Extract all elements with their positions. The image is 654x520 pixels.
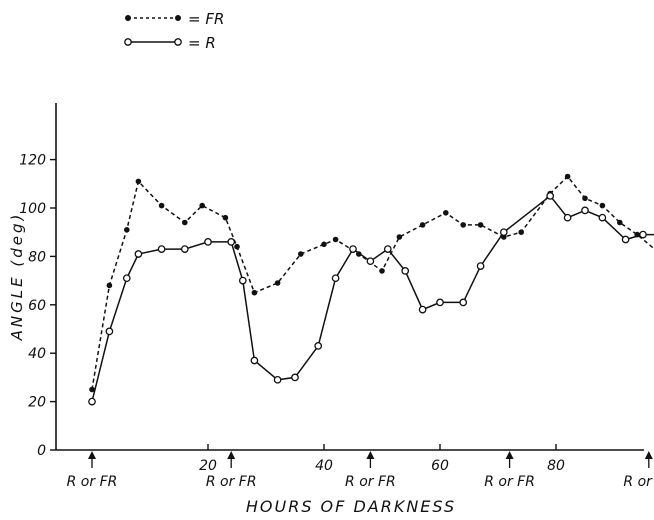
annotation-label: R or FR bbox=[484, 474, 535, 490]
series-r-point bbox=[546, 192, 555, 200]
series-r-point bbox=[401, 267, 410, 275]
series-r-point bbox=[105, 327, 114, 336]
y-tick-label: 20 bbox=[28, 395, 46, 411]
series-r-point bbox=[436, 298, 444, 307]
series-r-point bbox=[563, 213, 572, 222]
y-tick-label: 60 bbox=[28, 298, 46, 314]
x-tick-label: 80 bbox=[547, 458, 565, 474]
series-r-point bbox=[314, 342, 323, 350]
y-axis-label: ANGLE (deg) bbox=[8, 212, 26, 342]
series-fr-point bbox=[251, 289, 258, 296]
series-r-line bbox=[91, 194, 654, 402]
series-fr-point bbox=[617, 219, 623, 226]
series-fr-point bbox=[599, 202, 606, 209]
annotation-arrow-head bbox=[644, 451, 653, 459]
x-axis-label: HOURS OF DARKNESS bbox=[246, 497, 456, 516]
series-r-point bbox=[598, 213, 607, 222]
annotation-label: R or FR bbox=[345, 474, 396, 490]
y-ticks: 0 20 40 60 80 100 120 bbox=[19, 153, 56, 459]
series-r-point bbox=[204, 238, 212, 246]
series-fr-point bbox=[460, 222, 467, 228]
x-tick-label: 60 bbox=[431, 458, 449, 474]
series-r-point bbox=[418, 305, 427, 314]
series-fr-point bbox=[419, 222, 426, 228]
series-fr-point bbox=[443, 210, 449, 216]
legend-r-marker-start bbox=[124, 38, 132, 46]
series-fr-point bbox=[222, 214, 229, 221]
series-fr-point bbox=[298, 251, 304, 257]
series-fr-point bbox=[396, 234, 403, 240]
series-fr-point bbox=[234, 243, 240, 250]
legend-fr-marker-start bbox=[125, 15, 131, 21]
series-fr-point bbox=[564, 173, 571, 180]
series-fr-point bbox=[106, 282, 113, 289]
legend-fr-label: = FR bbox=[188, 10, 224, 28]
series-r-point bbox=[639, 230, 647, 239]
series-r-point bbox=[349, 245, 357, 253]
legend-r-label: = R bbox=[188, 34, 216, 52]
series-fr-point bbox=[158, 202, 165, 209]
series-fr-point bbox=[321, 241, 327, 248]
series-r-point bbox=[122, 274, 131, 283]
series-fr-point bbox=[124, 227, 130, 233]
annotation-label: R or FR bbox=[206, 474, 257, 490]
series-r-point bbox=[273, 375, 282, 384]
series-r-point bbox=[88, 397, 96, 406]
series-r-point bbox=[291, 373, 299, 382]
legend-r-marker-end bbox=[174, 38, 182, 46]
series-layer bbox=[88, 173, 654, 406]
annotation-arrow-head bbox=[366, 451, 375, 459]
series-fr-point bbox=[135, 178, 142, 185]
y-tick-label: 0 bbox=[37, 443, 46, 459]
series-fr-point bbox=[182, 219, 188, 226]
series-fr-point bbox=[199, 202, 205, 209]
series-r-point bbox=[581, 206, 589, 215]
annotation-label: R or FR bbox=[67, 474, 118, 490]
annotation-arrow-head bbox=[505, 451, 514, 459]
legend-fr-marker-end bbox=[175, 15, 181, 21]
series-r-point bbox=[499, 228, 508, 237]
series-fr-point bbox=[379, 268, 385, 274]
x-tick-label: 20 bbox=[199, 458, 217, 474]
series-fr-point bbox=[274, 280, 281, 286]
y-tick-label: 40 bbox=[28, 346, 46, 362]
annotation-arrow-head bbox=[227, 451, 236, 459]
x-tick-label: 40 bbox=[315, 458, 333, 474]
series-fr-point bbox=[582, 195, 588, 202]
series-fr-point bbox=[89, 386, 95, 393]
series-fr-point bbox=[477, 222, 484, 228]
arrow-annotations: R or FR R or FR R or FR R or FR R or FR bbox=[67, 451, 654, 490]
y-tick-label: 100 bbox=[19, 201, 46, 217]
series-r-point bbox=[227, 238, 236, 246]
series-fr-line bbox=[91, 175, 654, 390]
series-r-point bbox=[383, 245, 392, 253]
series-r-point bbox=[621, 235, 630, 244]
y-tick-label: 80 bbox=[28, 249, 46, 265]
series-r-point bbox=[476, 262, 485, 270]
series-r-point bbox=[134, 250, 143, 258]
series-r-point bbox=[238, 276, 247, 285]
series-r-point bbox=[331, 274, 340, 283]
annotation-arrow-head bbox=[88, 451, 96, 459]
y-tick-label: 120 bbox=[19, 153, 46, 169]
series-fr-point bbox=[332, 236, 339, 243]
series-r-point bbox=[459, 298, 468, 307]
series-r-point bbox=[366, 257, 375, 266]
series-r-point bbox=[180, 245, 189, 253]
series-r-point bbox=[157, 245, 166, 253]
series-r-point bbox=[250, 356, 259, 365]
annotation-label: R or FR bbox=[623, 474, 654, 490]
series-fr-point bbox=[518, 229, 524, 235]
legend: = FR = R bbox=[124, 10, 224, 52]
